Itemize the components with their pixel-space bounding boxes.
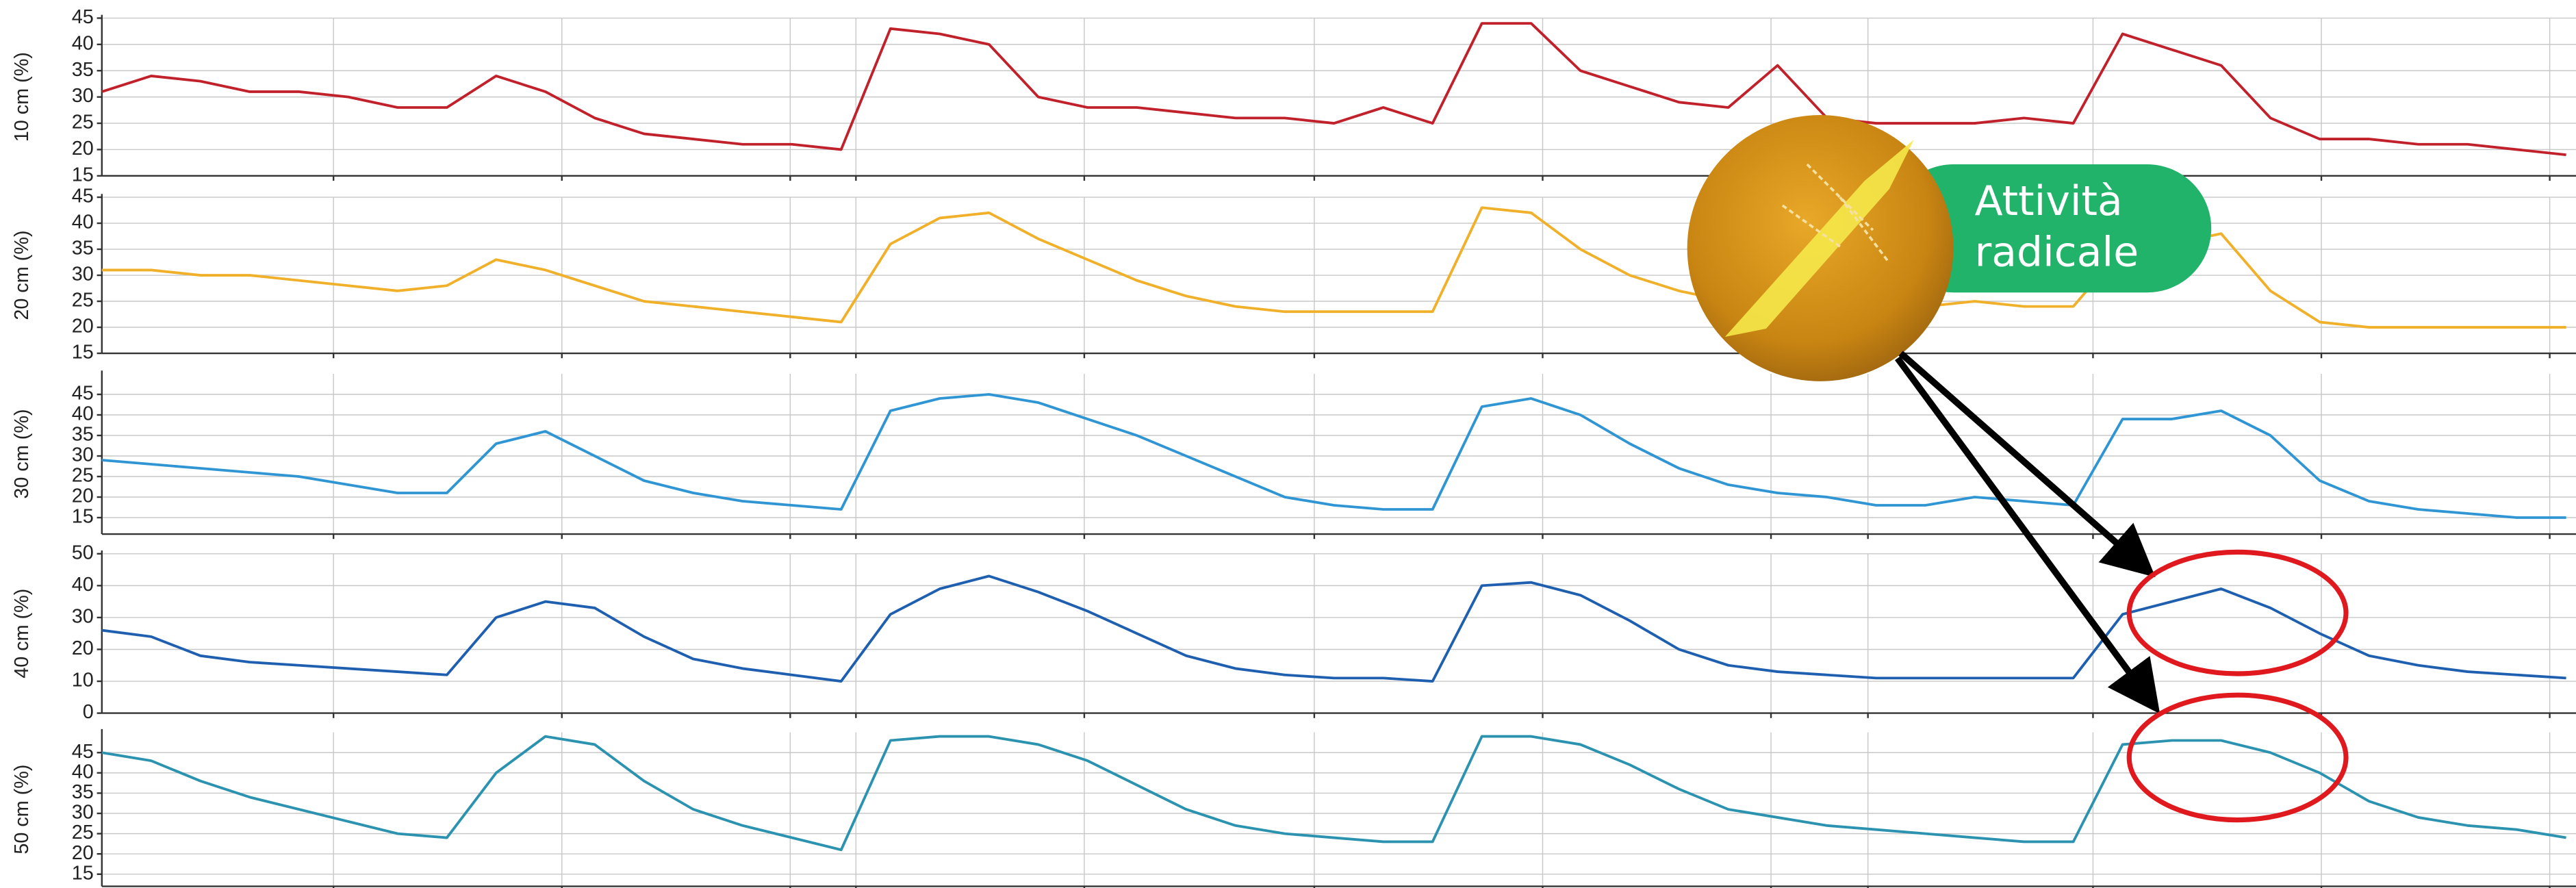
y-tick-label: 25 [72, 290, 94, 312]
y-tick-label: 20 [72, 842, 94, 864]
annotation: Attività radicale [1687, 115, 2349, 823]
y-tick-label: 15 [72, 506, 94, 528]
y-axis-label: 20 cm (%) [11, 230, 33, 320]
y-tick-label: 35 [72, 781, 94, 803]
y-tick-label: 25 [72, 822, 94, 843]
highlight-ellipse [2126, 549, 2349, 676]
y-tick-label: 20 [72, 637, 94, 659]
y-axis-label: 50 cm (%) [11, 765, 33, 854]
data-line [101, 735, 2566, 852]
y-tick-label: 35 [72, 59, 94, 81]
y-tick-label: 30 [72, 606, 94, 628]
y-tick-label: 40 [72, 212, 94, 233]
y-tick-label: 20 [72, 138, 94, 160]
data-line [101, 574, 2566, 683]
y-tick-label: 40 [72, 403, 94, 425]
y-tick-label: 0 [83, 701, 94, 723]
y-tick-label: 30 [72, 85, 94, 107]
panel: 15 20 25 30 35 40 45 10 cm (%) [11, 6, 2576, 186]
annotation-text: radicale [1975, 229, 2139, 277]
panel: 0 10 20 30 40 50 40 cm (%) [11, 542, 2576, 723]
data-line [101, 393, 2566, 519]
y-tick-label: 15 [72, 164, 94, 186]
y-tick-label: 15 [72, 862, 94, 884]
highlight-ellipse [2126, 692, 2349, 823]
y-tick-label: 30 [72, 264, 94, 286]
y-tick-label: 10 [72, 670, 94, 692]
y-tick-label: 40 [72, 761, 94, 783]
data-line [101, 22, 2566, 157]
y-tick-label: 25 [72, 112, 94, 134]
y-tick-label: 45 [72, 741, 94, 763]
y-tick-label: 45 [72, 186, 94, 207]
y-tick-label: 50 [72, 542, 94, 563]
y-tick-label: 20 [72, 485, 94, 507]
annotation-badge [1889, 164, 2212, 293]
y-tick-label: 45 [72, 6, 94, 28]
arrow [1894, 356, 2160, 714]
arrow [1898, 351, 2156, 578]
annotation-text: Attività [1975, 177, 2123, 225]
y-tick-label: 35 [72, 238, 94, 259]
y-axis-label: 30 cm (%) [11, 409, 33, 498]
y-tick-label: 30 [72, 802, 94, 824]
y-tick-label: 20 [72, 316, 94, 338]
y-tick-label: 15 [72, 342, 94, 364]
y-axis-label: 40 cm (%) [11, 589, 33, 678]
y-tick-label: 25 [72, 465, 94, 487]
root-shape [1724, 140, 1914, 338]
root-hairs [1781, 163, 1891, 264]
y-tick-label: 35 [72, 424, 94, 446]
y-tick-label: 45 [72, 383, 94, 405]
y-axis-label: 10 cm (%) [11, 52, 33, 142]
y-tick-label: 30 [72, 444, 94, 466]
y-tick-label: 40 [72, 574, 94, 596]
y-tick-label: 40 [72, 32, 94, 54]
